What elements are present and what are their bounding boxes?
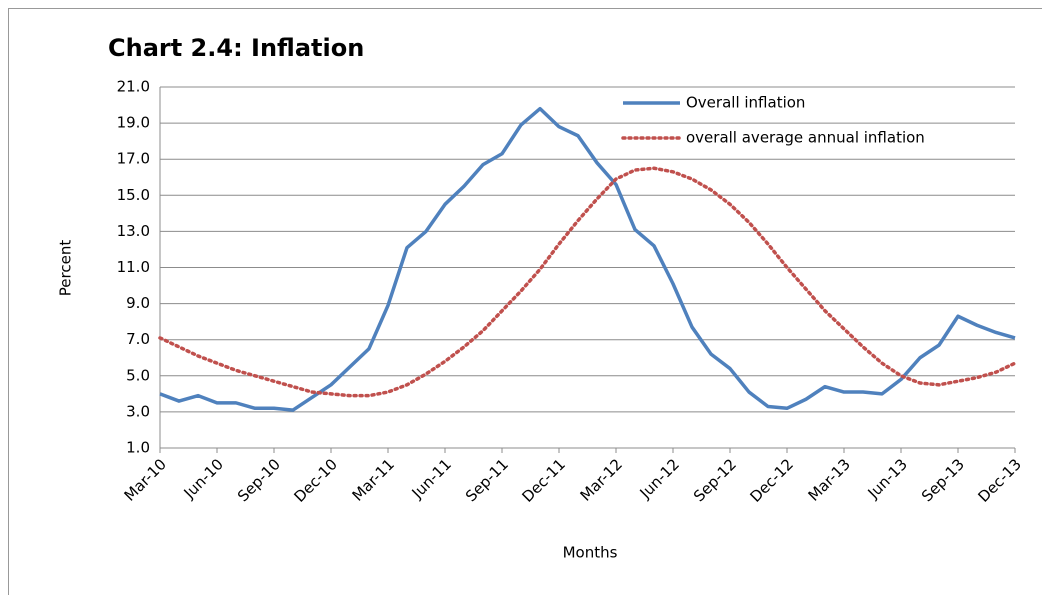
frame [8,8,1042,595]
chart-title: Chart 2.4: Inflation [108,34,364,62]
series-line [158,166,1017,398]
x-tick-label: Mar-11 [349,455,398,504]
x-tick-label: Sep-13 [918,455,968,505]
y-tick-label: 19.0 [117,114,150,132]
x-tick-label: Dec-13 [974,455,1025,506]
legend-label: Overall inflation [686,94,805,112]
x-tick-label: Dec-11 [518,455,569,506]
x-tick-label: Jun-13 [864,455,911,502]
y-tick-label: 7.0 [126,330,150,348]
x-tick-label: Sep-10 [234,455,284,505]
x-tick-label: Dec-10 [290,455,341,506]
y-tick-label: 13.0 [117,222,150,240]
y-tick-label: 21.0 [117,78,150,96]
y-tick-label: 15.0 [117,186,150,204]
y-tick-label: 5.0 [126,366,150,384]
x-tick-label: Jun-11 [408,455,455,502]
y-tick-label: 17.0 [117,150,150,168]
x-axis-label: Months [563,544,618,562]
series-line [159,106,1016,412]
y-tick-label: 9.0 [126,294,150,312]
y-axis-label: Percent [57,240,75,297]
x-tick-label: Mar-12 [577,455,626,504]
x-tick-label: Mar-10 [121,455,170,504]
y-tick-label: 3.0 [126,402,150,420]
y-tick-label: 11.0 [117,258,150,276]
x-tick-label: Sep-12 [690,455,740,505]
x-tick-label: Jun-12 [636,455,683,502]
x-tick-label: Jun-10 [180,455,227,502]
x-tick-label: Sep-11 [462,455,512,505]
x-tick-label: Mar-13 [805,455,854,504]
legend-label: overall average annual inflation [686,129,925,147]
y-tick-label: 1.0 [126,439,150,457]
x-tick-label: Dec-12 [746,455,797,506]
